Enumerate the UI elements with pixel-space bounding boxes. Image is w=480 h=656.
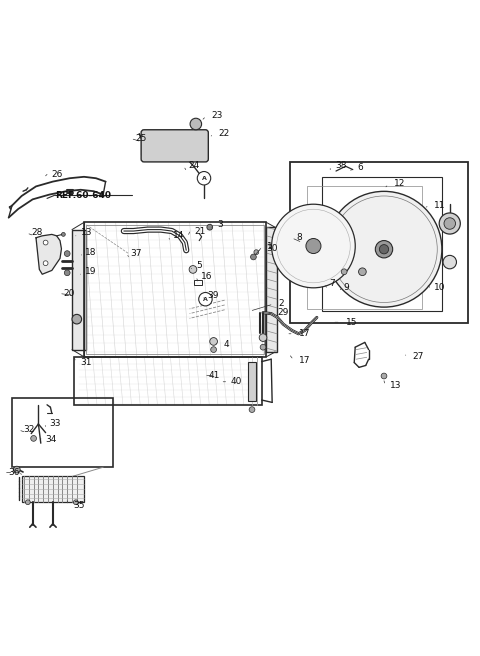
- Circle shape: [439, 213, 460, 234]
- Text: REF.60-640: REF.60-640: [55, 191, 111, 200]
- Text: 4: 4: [224, 340, 229, 349]
- Bar: [248, 361, 256, 401]
- Circle shape: [207, 224, 213, 230]
- Text: 41: 41: [209, 371, 220, 380]
- Circle shape: [64, 251, 70, 256]
- Text: 13: 13: [81, 228, 92, 237]
- Bar: [22, 476, 84, 502]
- Text: 3: 3: [217, 220, 223, 230]
- Circle shape: [190, 118, 202, 130]
- Text: 18: 18: [85, 248, 97, 256]
- Text: 9: 9: [343, 283, 349, 292]
- Text: 2: 2: [278, 300, 284, 308]
- Circle shape: [189, 266, 197, 274]
- Circle shape: [61, 232, 65, 236]
- Text: 5: 5: [196, 261, 202, 270]
- Text: 20: 20: [64, 289, 75, 298]
- Text: 10: 10: [434, 283, 446, 292]
- Circle shape: [326, 192, 442, 307]
- Text: 16: 16: [201, 272, 212, 281]
- Text: 36: 36: [9, 468, 20, 478]
- Bar: [12, 398, 113, 467]
- Text: 11: 11: [434, 201, 446, 210]
- Circle shape: [254, 250, 259, 255]
- Circle shape: [211, 347, 216, 352]
- Circle shape: [197, 171, 211, 185]
- Text: 15: 15: [346, 318, 357, 327]
- Circle shape: [249, 407, 255, 413]
- Circle shape: [375, 241, 393, 258]
- Polygon shape: [36, 234, 61, 274]
- Text: 26: 26: [52, 170, 63, 179]
- Circle shape: [199, 293, 212, 306]
- Circle shape: [276, 209, 350, 283]
- Circle shape: [443, 255, 456, 269]
- Circle shape: [260, 344, 266, 350]
- Circle shape: [210, 338, 217, 345]
- Text: 40: 40: [230, 377, 242, 386]
- Circle shape: [341, 269, 347, 275]
- Text: 1: 1: [267, 242, 273, 251]
- Text: 6: 6: [358, 163, 363, 172]
- Bar: [194, 280, 202, 285]
- Text: 38: 38: [335, 161, 347, 171]
- Text: 24: 24: [188, 161, 199, 171]
- Text: A: A: [202, 176, 206, 181]
- Bar: [84, 222, 266, 357]
- Text: 39: 39: [207, 291, 219, 300]
- Text: 23: 23: [211, 112, 223, 120]
- FancyBboxPatch shape: [141, 130, 208, 162]
- Circle shape: [13, 466, 20, 473]
- Circle shape: [359, 268, 366, 276]
- Circle shape: [251, 254, 256, 260]
- Text: 13: 13: [390, 381, 402, 390]
- Text: 34: 34: [46, 435, 57, 444]
- Text: 21: 21: [194, 228, 206, 237]
- Text: 32: 32: [23, 425, 35, 434]
- Circle shape: [259, 334, 267, 341]
- Text: 25: 25: [135, 134, 147, 143]
- Text: 27: 27: [413, 352, 424, 361]
- Circle shape: [306, 239, 321, 253]
- Circle shape: [379, 245, 389, 254]
- Text: 14: 14: [173, 232, 184, 240]
- Circle shape: [25, 500, 30, 504]
- Circle shape: [444, 218, 456, 229]
- Text: 35: 35: [73, 501, 84, 510]
- Text: 17: 17: [299, 329, 310, 338]
- Circle shape: [72, 314, 82, 324]
- Circle shape: [64, 270, 70, 276]
- Text: 31: 31: [81, 358, 92, 367]
- Text: 33: 33: [49, 419, 60, 428]
- Bar: [290, 163, 468, 323]
- Text: 12: 12: [394, 180, 405, 188]
- Circle shape: [331, 196, 437, 302]
- Bar: [322, 177, 442, 311]
- Bar: [74, 357, 262, 405]
- Text: 29: 29: [277, 308, 289, 317]
- Text: 22: 22: [218, 129, 229, 138]
- Circle shape: [43, 240, 48, 245]
- Circle shape: [31, 436, 36, 441]
- Bar: [307, 186, 422, 309]
- Text: 17: 17: [299, 356, 310, 365]
- Circle shape: [272, 204, 355, 288]
- Bar: [86, 225, 264, 354]
- Text: 8: 8: [296, 234, 302, 242]
- Circle shape: [43, 261, 48, 266]
- Text: 37: 37: [131, 249, 142, 258]
- Text: 7: 7: [329, 279, 335, 288]
- Circle shape: [73, 500, 78, 504]
- Text: 30: 30: [266, 244, 278, 253]
- Text: A: A: [203, 297, 208, 302]
- Circle shape: [381, 373, 387, 379]
- Bar: [266, 227, 277, 352]
- Text: 28: 28: [31, 228, 43, 237]
- Bar: [72, 230, 86, 350]
- Text: 19: 19: [85, 267, 97, 276]
